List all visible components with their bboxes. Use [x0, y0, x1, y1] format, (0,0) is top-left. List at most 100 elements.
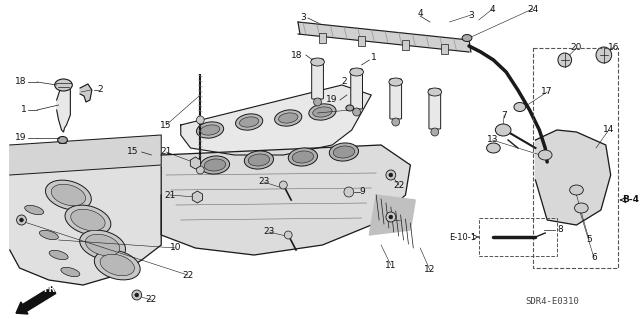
Text: 2: 2 — [98, 85, 103, 94]
Text: 18: 18 — [291, 50, 303, 60]
Ellipse shape — [79, 230, 125, 260]
Ellipse shape — [288, 148, 317, 166]
Ellipse shape — [49, 250, 68, 260]
Ellipse shape — [350, 68, 364, 76]
Ellipse shape — [58, 137, 67, 144]
Ellipse shape — [514, 102, 525, 112]
FancyArrow shape — [16, 286, 56, 314]
Ellipse shape — [278, 113, 298, 123]
Text: 7: 7 — [501, 110, 507, 120]
Text: 11: 11 — [385, 261, 397, 270]
Ellipse shape — [61, 267, 80, 277]
Text: 16: 16 — [608, 42, 620, 51]
Ellipse shape — [200, 125, 220, 135]
Circle shape — [20, 218, 24, 222]
Text: 22: 22 — [182, 271, 193, 279]
Polygon shape — [57, 80, 70, 132]
Polygon shape — [80, 84, 92, 102]
FancyBboxPatch shape — [351, 69, 362, 109]
Text: 19: 19 — [326, 95, 337, 105]
Circle shape — [389, 173, 393, 177]
Ellipse shape — [200, 156, 230, 174]
Circle shape — [386, 212, 396, 222]
Circle shape — [389, 215, 393, 219]
Text: 4: 4 — [490, 4, 495, 13]
Text: 19: 19 — [15, 133, 26, 143]
Text: 1: 1 — [20, 106, 26, 115]
Ellipse shape — [248, 154, 269, 166]
Text: FR.: FR. — [43, 285, 58, 293]
Text: 21: 21 — [164, 190, 176, 199]
Ellipse shape — [85, 234, 120, 256]
Ellipse shape — [313, 107, 332, 117]
Polygon shape — [10, 135, 161, 175]
Circle shape — [558, 53, 572, 67]
Ellipse shape — [54, 79, 72, 91]
Text: 14: 14 — [603, 125, 614, 135]
Text: 22: 22 — [394, 216, 405, 225]
FancyBboxPatch shape — [312, 59, 323, 99]
Ellipse shape — [239, 117, 259, 127]
Text: E-10-1: E-10-1 — [449, 233, 476, 241]
Polygon shape — [161, 145, 410, 255]
Ellipse shape — [428, 88, 442, 96]
Ellipse shape — [196, 122, 223, 138]
Ellipse shape — [204, 159, 226, 171]
Ellipse shape — [25, 205, 44, 215]
Text: 3: 3 — [468, 11, 474, 19]
Circle shape — [284, 231, 292, 239]
Ellipse shape — [462, 34, 472, 41]
Ellipse shape — [495, 124, 511, 136]
Ellipse shape — [100, 254, 134, 276]
Text: 6: 6 — [591, 254, 597, 263]
Text: 23: 23 — [263, 227, 275, 236]
Ellipse shape — [389, 78, 403, 86]
Circle shape — [431, 128, 438, 136]
Ellipse shape — [309, 104, 336, 120]
Ellipse shape — [333, 146, 355, 158]
Text: 22: 22 — [393, 181, 404, 189]
Circle shape — [132, 290, 141, 300]
Bar — [532, 48, 618, 268]
Ellipse shape — [310, 58, 324, 66]
Bar — [401, 40, 410, 50]
Polygon shape — [369, 195, 415, 235]
Text: 10: 10 — [170, 243, 182, 253]
Text: 15: 15 — [127, 147, 139, 157]
Bar — [441, 44, 449, 54]
Bar — [358, 36, 365, 46]
Circle shape — [135, 293, 139, 297]
Ellipse shape — [244, 151, 273, 169]
FancyBboxPatch shape — [390, 79, 401, 119]
Text: 5: 5 — [586, 235, 592, 244]
Ellipse shape — [40, 230, 58, 240]
Ellipse shape — [292, 151, 314, 163]
Text: 20: 20 — [571, 43, 582, 53]
Text: 15: 15 — [161, 121, 172, 130]
Bar — [479, 218, 557, 256]
Circle shape — [280, 181, 287, 189]
Polygon shape — [180, 85, 371, 155]
Text: 24: 24 — [312, 108, 323, 117]
Text: 24: 24 — [527, 4, 538, 13]
Ellipse shape — [346, 105, 354, 111]
Ellipse shape — [236, 114, 263, 130]
Text: 18: 18 — [15, 78, 26, 86]
Text: 9: 9 — [360, 188, 365, 197]
Ellipse shape — [45, 180, 92, 210]
Circle shape — [196, 116, 204, 124]
Text: 3: 3 — [300, 12, 306, 21]
Ellipse shape — [275, 110, 302, 126]
Circle shape — [392, 118, 399, 126]
Text: B-4: B-4 — [622, 196, 639, 204]
Circle shape — [386, 170, 396, 180]
Text: 13: 13 — [486, 136, 498, 145]
Text: 22: 22 — [146, 295, 157, 305]
Circle shape — [17, 215, 26, 225]
Text: 2: 2 — [341, 78, 347, 86]
Text: 12: 12 — [424, 265, 436, 275]
Text: 21: 21 — [161, 147, 172, 157]
Text: 17: 17 — [541, 87, 553, 97]
Text: SDR4-E0310: SDR4-E0310 — [525, 298, 579, 307]
Ellipse shape — [71, 209, 105, 231]
